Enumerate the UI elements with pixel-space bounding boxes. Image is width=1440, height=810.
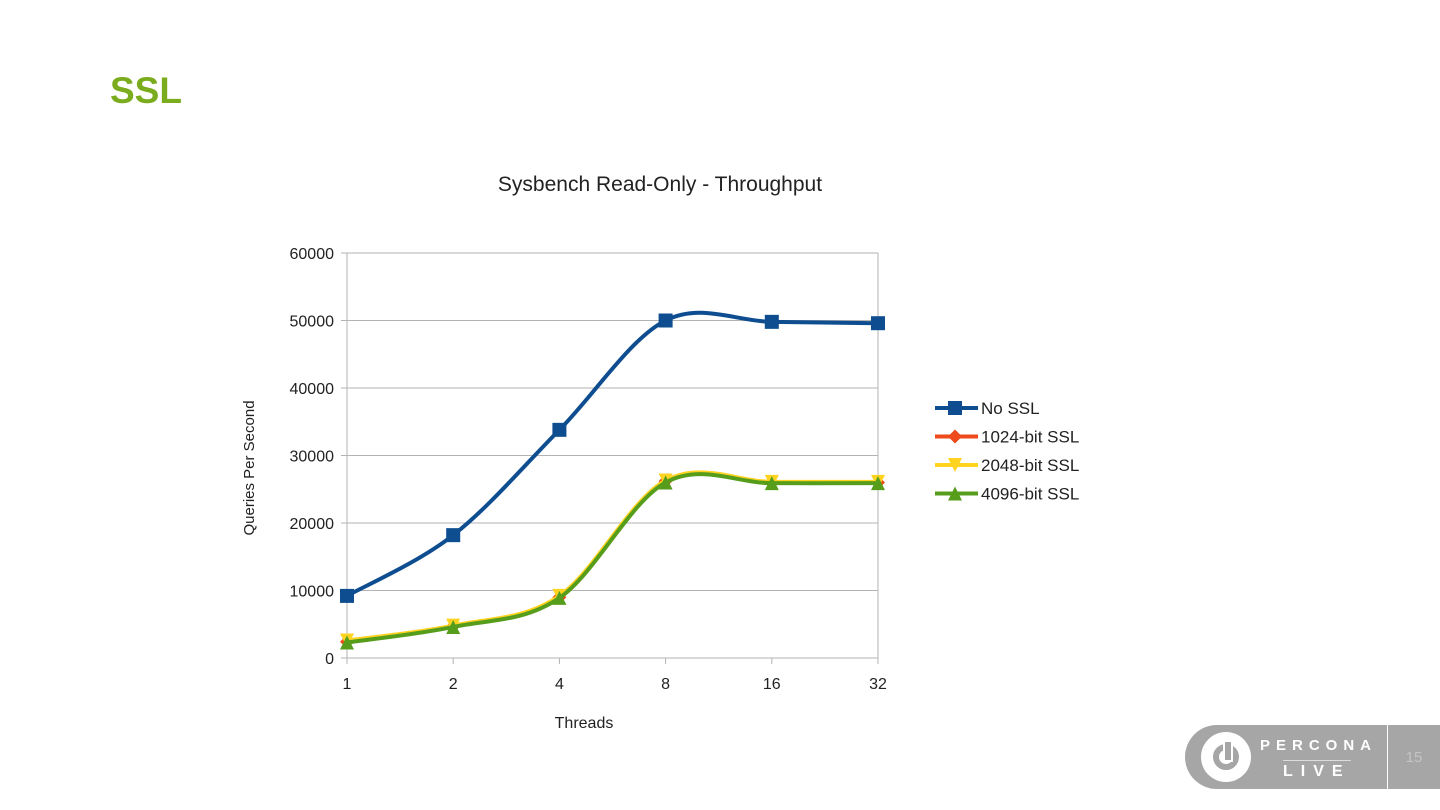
marker-triangle — [446, 619, 461, 634]
logo-text-percona: PERCONA — [1260, 737, 1378, 754]
marker-square — [552, 422, 567, 437]
slide-title: SSL — [110, 70, 182, 111]
series-line — [346, 470, 879, 643]
y-tick-label: 20000 — [290, 516, 335, 533]
series-4096-bit-ssl — [340, 472, 885, 650]
x-tick-label: 16 — [763, 676, 781, 693]
y-tick-label: 10000 — [290, 584, 335, 601]
x-tick-label: 4 — [555, 676, 564, 693]
legend-item: 2048-bit SSL — [935, 456, 1079, 475]
legend-item: No SSL — [935, 399, 1040, 418]
legend-label: 1024-bit SSL — [981, 428, 1079, 447]
marker-square — [871, 316, 885, 331]
chart-title: Sysbench Read-Only - Throughput — [498, 173, 822, 196]
marker-triangle — [871, 476, 885, 491]
series-1024-bit-ssl — [340, 471, 885, 649]
y-tick-label: 40000 — [290, 381, 335, 398]
y-tick-label: 60000 — [290, 246, 335, 263]
legend-item: 4096-bit SSL — [935, 485, 1079, 504]
x-tick-label: 8 — [661, 676, 670, 693]
y-tick-label: 30000 — [290, 449, 335, 466]
legend-label: 2048-bit SSL — [981, 456, 1079, 475]
marker-square — [764, 314, 779, 329]
percona-live-logo: PERCONA LIVE — [1185, 725, 1387, 789]
series-2048-bit-ssl — [340, 470, 885, 648]
page-number: 15 — [1388, 725, 1440, 789]
power-icon — [1201, 732, 1251, 782]
marker-square — [446, 528, 461, 543]
x-tick-label: 1 — [343, 676, 352, 693]
marker-diamond — [948, 429, 962, 444]
marker-triangle — [764, 476, 779, 491]
series-no-ssl — [340, 310, 885, 603]
series-line — [346, 472, 879, 645]
x-tick-label: 32 — [869, 676, 887, 693]
y-tick-label: 0 — [325, 651, 334, 668]
marker-triangle — [658, 475, 673, 490]
footer-branding: PERCONA LIVE 15 — [1185, 725, 1440, 789]
legend-label: No SSL — [981, 399, 1040, 418]
series-line — [346, 310, 879, 598]
y-axis-label: Queries Per Second — [241, 400, 258, 535]
legend-label: 4096-bit SSL — [981, 485, 1079, 504]
legend-item: 1024-bit SSL — [935, 428, 1079, 447]
marker-triangle — [948, 486, 962, 501]
marker-square — [658, 313, 673, 328]
series-line — [346, 471, 879, 644]
marker-square — [340, 588, 354, 603]
x-tick-label: 2 — [449, 676, 458, 693]
logo-text-live: LIVE — [1283, 760, 1351, 781]
marker-triangle — [552, 590, 567, 605]
x-axis-label: Threads — [555, 715, 614, 732]
marker-triangle — [340, 635, 354, 650]
marker-square — [948, 401, 962, 415]
marker-triangle-down — [948, 458, 962, 472]
y-tick-label: 50000 — [290, 314, 335, 331]
